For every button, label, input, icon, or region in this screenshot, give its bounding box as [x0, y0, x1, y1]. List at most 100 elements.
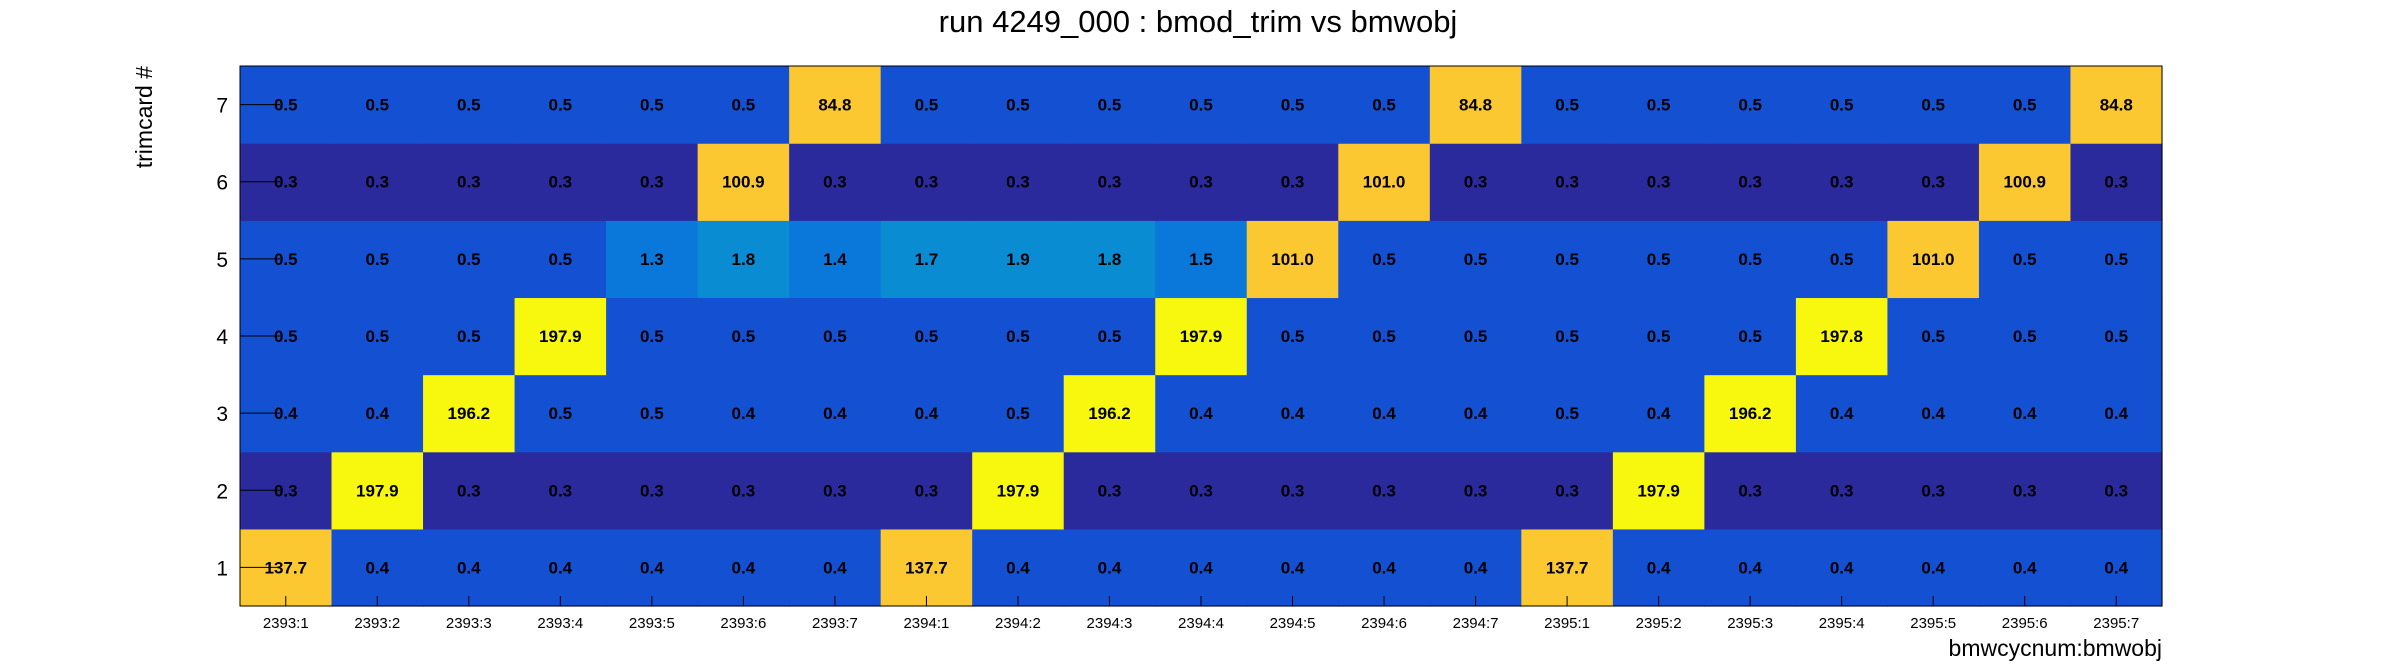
cell-value-label: 0.5	[1555, 404, 1579, 423]
heatmap-cell	[2070, 220, 2163, 299]
cell-value-label: 0.3	[2104, 481, 2128, 500]
heatmap-cell	[1521, 451, 1614, 530]
cell-value-label: 0.3	[1464, 173, 1488, 192]
cell-value-label: 0.5	[915, 96, 939, 115]
heatmap-cell	[1978, 220, 2072, 299]
cell-value-label: 0.5	[2013, 250, 2037, 269]
cell-value-label: 0.4	[732, 558, 756, 577]
cell-value-label: 1.4	[823, 250, 847, 269]
cell-value-label: 0.5	[549, 96, 573, 115]
cell-value-label: 0.4	[274, 404, 298, 423]
cell-value-label: 0.3	[640, 481, 664, 500]
cell-value-label: 0.5	[1921, 327, 1945, 346]
heatmap-cell	[1978, 143, 2072, 221]
cell-value-label: 0.5	[365, 96, 389, 115]
heatmap-cell	[1155, 297, 1248, 376]
cell-value-label: 100.9	[2003, 173, 2046, 192]
heatmap-cell	[1704, 297, 1797, 376]
heatmap-cell	[972, 451, 1065, 530]
heatmap-cell	[697, 220, 790, 299]
heatmap-cell	[1521, 66, 1614, 144]
x-tick-label: 2393:4	[537, 615, 583, 632]
heatmap-cell	[1429, 143, 1522, 221]
cell-value-label: 0.5	[457, 96, 481, 115]
cell-value-label: 0.4	[1098, 558, 1122, 577]
cell-value-label: 0.5	[1464, 250, 1488, 269]
cell-value-label: 137.7	[264, 558, 307, 577]
heatmap-cell	[1338, 528, 1431, 607]
heatmap-cell	[1338, 297, 1431, 376]
cell-value-label: 0.3	[274, 481, 298, 500]
heatmap-cell	[880, 528, 973, 607]
heatmap-cell	[1429, 66, 1522, 144]
cell-value-label: 0.3	[1738, 481, 1762, 500]
cell-value-label: 0.4	[1281, 558, 1305, 577]
cell-value-label: 196.2	[448, 404, 491, 423]
heatmap-cell	[1887, 143, 1980, 221]
cell-value-label: 1.9	[1006, 250, 1030, 269]
cell-value-label: 0.4	[1189, 404, 1213, 423]
x-tick-label: 2393:5	[629, 615, 675, 632]
cell-value-label: 0.3	[1738, 173, 1762, 192]
heatmap-cell	[972, 220, 1065, 299]
chart-title: run 4249_000 : bmod_trim vs bmwobj	[939, 4, 1458, 39]
cell-value-label: 196.2	[1729, 404, 1772, 423]
heatmap-cell	[331, 528, 424, 607]
x-tick-label: 2394:5	[1270, 615, 1316, 632]
heatmap-cell	[1429, 220, 1522, 299]
cell-value-label: 0.3	[1098, 481, 1122, 500]
cell-value-label: 0.5	[915, 327, 939, 346]
heatmap-cell	[972, 528, 1065, 607]
cell-value-label: 0.4	[1006, 558, 1030, 577]
heatmap-cell	[1795, 143, 1889, 221]
y-tick-label: 6	[216, 172, 228, 195]
cell-value-label: 0.5	[1921, 96, 1945, 115]
heatmap-cell	[331, 143, 424, 221]
cell-value-label: 197.9	[1637, 481, 1680, 500]
x-tick-label: 2395:4	[1819, 615, 1865, 632]
heatmap-cell	[423, 143, 516, 221]
heatmap-cell	[514, 374, 607, 453]
cell-value-label: 101.0	[1912, 250, 1955, 269]
heatmap-cell	[697, 451, 790, 530]
cell-value-label: 0.5	[2104, 250, 2128, 269]
cell-value-label: 0.5	[2013, 327, 2037, 346]
heatmap-cell	[1429, 451, 1522, 530]
heatmap-cell	[331, 297, 424, 376]
heatmap-cell	[697, 297, 790, 376]
cell-value-label: 0.5	[1006, 404, 1030, 423]
cell-value-label: 0.3	[1281, 173, 1305, 192]
heatmap-cell	[1795, 374, 1889, 453]
cell-value-label: 0.5	[549, 404, 573, 423]
cell-value-label: 0.4	[1464, 404, 1488, 423]
heatmap-cell	[423, 374, 516, 453]
heatmap-cell	[1704, 528, 1797, 607]
heatmap-cell	[1155, 451, 1248, 530]
cell-value-label: 0.4	[1281, 404, 1305, 423]
heatmap-cell	[2070, 374, 2163, 453]
cell-value-label: 0.3	[823, 173, 847, 192]
x-tick-label: 2394:3	[1087, 615, 1133, 632]
cell-value-label: 1.5	[1189, 250, 1213, 269]
heatmap-cell	[1063, 220, 1156, 299]
heatmap-cell	[1429, 374, 1522, 453]
heatmap-cell	[1521, 297, 1614, 376]
x-tick-label: 2393:7	[812, 615, 858, 632]
cell-value-label: 0.5	[274, 327, 298, 346]
cell-value-label: 0.4	[2104, 404, 2128, 423]
heatmap-cell	[1612, 451, 1705, 530]
cell-value-label: 0.4	[915, 404, 939, 423]
heatmap-cell	[789, 297, 882, 376]
cell-value-label: 84.8	[818, 96, 851, 115]
cell-value-label: 0.4	[2104, 558, 2128, 577]
heatmap-cell	[1795, 66, 1889, 144]
heatmap-cell-labels: 137.7 0.4 0.4 0.4 0.4 0.4 0.4 137.7 0.4 0.4 0.4 0.4…	[264, 96, 2132, 578]
heatmap-cell	[972, 143, 1065, 221]
cell-value-label: 0.4	[1647, 558, 1671, 577]
cell-value-label: 0.3	[915, 173, 939, 192]
heatmap-cell	[423, 66, 516, 144]
cell-value-label: 0.5	[1647, 96, 1671, 115]
x-tick-label: 2394:2	[995, 615, 1041, 632]
heatmap-cell	[1887, 66, 1980, 144]
heatmap-cell	[1978, 451, 2072, 530]
